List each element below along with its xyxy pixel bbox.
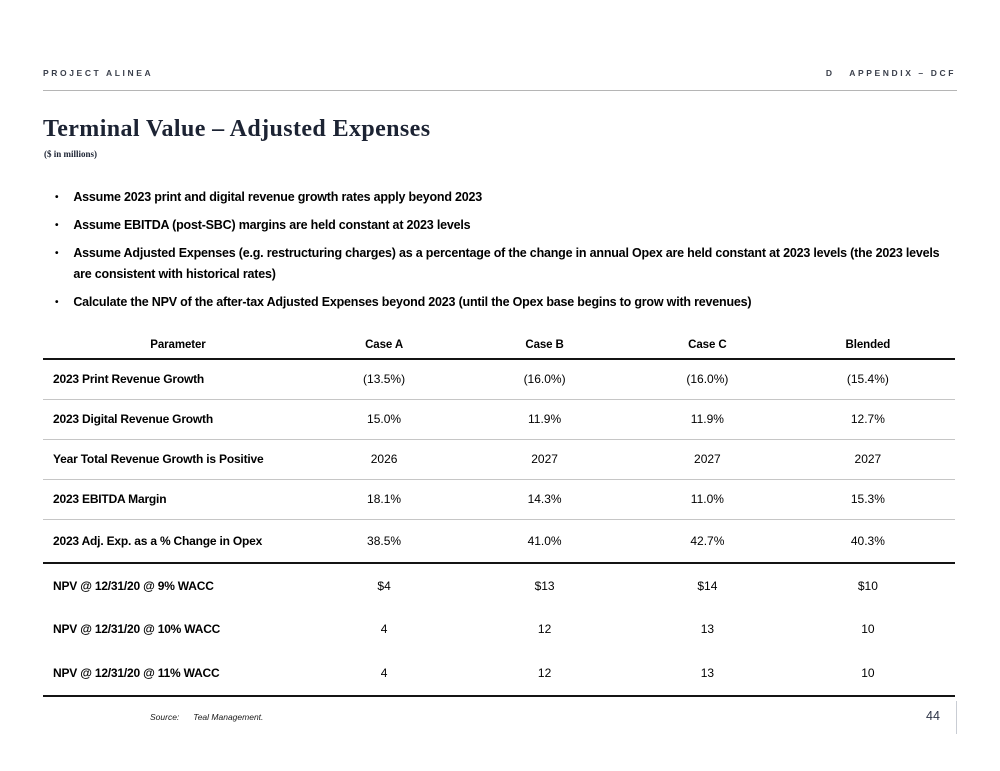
page-title: Terminal Value – Adjusted Expenses (43, 116, 431, 142)
column-header-blended: Blended (780, 336, 955, 360)
bullet-item: • Assume 2023 print and digital revenue … (55, 187, 952, 208)
cell-case-a: $4 (377, 578, 391, 593)
table-row: 2023 Digital Revenue Growth 15.0% 11.9% … (43, 399, 955, 440)
cell-case-c: 11.9% (633, 399, 781, 440)
column-header-case-c: Case C (633, 336, 781, 360)
cell-case-a: (13.5%) (312, 359, 456, 400)
table-row: NPV @ 12/31/20 @ 11% WACC 4 12 13 10 (43, 651, 955, 695)
cell-case-a: 15.0% (312, 399, 456, 440)
cell-case-a: 4 (380, 622, 388, 636)
row-label: 2023 EBITDA Margin (43, 479, 313, 520)
cell-case-b: 14.3% (455, 479, 634, 520)
source-label: Source: (150, 712, 180, 722)
cell-case-c: (16.0%) (633, 359, 781, 400)
bullet-item: • Calculate the NPV of the after-tax Adj… (55, 292, 952, 313)
bullet-icon: • (55, 297, 59, 308)
table-row: NPV @ 12/31/20 @ 10% WACC 4 12 13 10 (43, 607, 955, 651)
cell-case-c: 42.7% (633, 519, 781, 564)
bullet-icon: • (55, 192, 59, 203)
cell-blended: (15.4%) (780, 359, 955, 400)
project-name-label: PROJECT ALINEA (43, 68, 154, 78)
table-row: Year Total Revenue Growth is Positive 20… (43, 439, 955, 480)
units-note: ($ in millions) (44, 149, 98, 159)
cell-blended: 10 (861, 666, 875, 680)
table-row: NPV @ 12/31/20 @ 9% WACC $4 $13 $14 $10 (43, 563, 955, 607)
row-label: 2023 Print Revenue Growth (43, 359, 313, 400)
cell-case-b: 11.9% (455, 399, 634, 440)
page-number: 44 (926, 709, 940, 723)
terminal-value-table: Parameter Case A Case B Case C Blended 2… (43, 336, 955, 697)
assumptions-bullet-list: • Assume 2023 print and digital revenue … (55, 187, 952, 320)
column-header-case-b: Case B (455, 336, 634, 360)
source-note: Source: Teal Management. (150, 712, 263, 722)
bullet-item: • Assume EBITDA (post-SBC) margins are h… (55, 215, 952, 236)
row-label: NPV @ 12/31/20 @ 9% WACC (53, 578, 214, 593)
cell-blended: 10 (861, 622, 875, 636)
cell-blended: 12.7% (780, 399, 955, 440)
row-label: NPV @ 12/31/20 @ 11% WACC (53, 666, 220, 680)
cell-case-b: $13 (534, 578, 555, 593)
table-row: 2023 Print Revenue Growth (13.5%) (16.0%… (43, 359, 955, 400)
cell-case-b: (16.0%) (455, 359, 634, 400)
bullet-text: Assume 2023 print and digital revenue gr… (73, 190, 483, 204)
bullet-icon: • (55, 220, 59, 231)
row-label: 2023 Adj. Exp. as a % Change in Opex (43, 519, 313, 564)
cell-case-b: 2027 (455, 439, 634, 480)
column-header-case-a: Case A (312, 336, 456, 360)
cell-case-c: 13 (700, 666, 715, 680)
cell-case-a: 18.1% (312, 479, 456, 520)
cell-blended: 40.3% (780, 519, 955, 564)
header-divider (43, 90, 957, 91)
cell-case-c: 13 (700, 622, 715, 636)
cell-blended: $10 (857, 578, 878, 593)
table-body: 2023 Print Revenue Growth (13.5%) (16.0%… (43, 359, 955, 695)
bullet-text: Calculate the NPV of the after-tax Adjus… (73, 295, 752, 309)
table-row: 2023 EBITDA Margin 18.1% 14.3% 11.0% 15.… (43, 479, 955, 520)
cell-case-c: $14 (697, 578, 718, 593)
cell-case-b: 12 (537, 666, 552, 680)
table-row: 2023 Adj. Exp. as a % Change in Opex 38.… (43, 519, 955, 564)
row-label: Year Total Revenue Growth is Positive (43, 439, 313, 480)
cell-case-b: 41.0% (455, 519, 634, 564)
cell-case-c: 2027 (633, 439, 781, 480)
cell-case-c: 11.0% (633, 479, 781, 520)
appendix-section-label: D APPENDIX – DCF (825, 68, 956, 78)
cell-blended: 15.3% (780, 479, 955, 520)
bullet-icon: • (55, 248, 59, 259)
bullet-item: • Assume Adjusted Expenses (e.g. restruc… (55, 243, 952, 285)
table-header-row: Parameter Case A Case B Case C Blended (43, 336, 955, 360)
cell-blended: 2027 (780, 439, 955, 480)
page-number-divider (956, 701, 957, 734)
cell-case-a: 38.5% (312, 519, 456, 564)
cell-case-a: 2026 (312, 439, 456, 480)
column-header-parameter: Parameter (43, 336, 313, 360)
cell-case-b: 12 (537, 622, 552, 636)
bullet-text: Assume Adjusted Expenses (e.g. restructu… (73, 246, 940, 281)
bullet-text: Assume EBITDA (post-SBC) margins are hel… (73, 218, 471, 232)
cell-case-a: 4 (380, 666, 388, 680)
source-text: Teal Management. (193, 712, 264, 722)
row-label: 2023 Digital Revenue Growth (43, 399, 313, 440)
row-label: NPV @ 12/31/20 @ 10% WACC (53, 622, 221, 636)
